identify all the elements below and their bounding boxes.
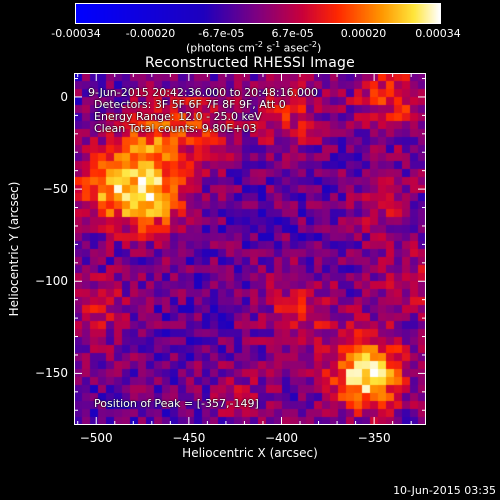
chart-title: Reconstructed RHESSI Image [145, 55, 355, 71]
peak-position-label: Position of Peak = [-357,-149] [94, 397, 259, 410]
colorbar-tick-label: 6.7e-05 [271, 27, 314, 40]
colorbar-tick-label: 0.00020 [340, 27, 387, 40]
y-tick-label: −50 [42, 182, 68, 197]
colorbar-tick-label: -6.7e-05 [198, 27, 245, 40]
info-line-energy: Energy Range: 12.0 - 25.0 keV [94, 110, 262, 123]
heatmap-image [74, 73, 426, 425]
plot-frame [74, 73, 426, 425]
info-line-counts: Clean Total counts: 9.80E+03 [94, 122, 257, 135]
colorbar-tick-label: -0.00020 [125, 27, 176, 40]
x-tick-label: −500 [79, 431, 113, 445]
colorbar [75, 3, 441, 24]
plot-axes [74, 73, 426, 425]
colorbar-tick-label: -0.00034 [51, 27, 101, 40]
x-tick-label: −450 [172, 431, 206, 445]
x-axis-label: Heliocentric X (arcsec) [182, 446, 318, 460]
y-tick-label: −100 [35, 274, 68, 289]
y-tick-label: −150 [35, 366, 68, 381]
info-overlay: 9-Jun-2015 20:42:36.000 to 20:48:16.000 … [74, 73, 426, 425]
colorbar-gradient [76, 4, 440, 23]
colorbar-tick-label: 0.00034 [415, 27, 461, 40]
x-tick-label: −400 [265, 431, 298, 445]
info-line-time: 9-Jun-2015 20:42:36.000 to 20:48:16.000 [88, 86, 319, 99]
colorbar-ticks: -0.00034 -0.00020 -6.7e-05 6.7e-05 0.00020 0.… [0, 27, 500, 41]
y-axis-label: Heliocentric Y (arcsec) [7, 181, 21, 317]
plot-area: 9-Jun-2015 20:42:36.000 to 20:48:16.000 … [74, 73, 426, 425]
y-tick-label: 0 [60, 89, 68, 104]
info-line-detectors: Detectors: 3F 5F 6F 7F 8F 9F, Att 0 [94, 98, 286, 111]
footer-date: 10-Jun-2015 03:35 [393, 484, 496, 497]
x-tick-label: −350 [357, 431, 391, 445]
colorbar-unit-label: (photons cm-2 s-1 asec-2) [186, 40, 322, 55]
